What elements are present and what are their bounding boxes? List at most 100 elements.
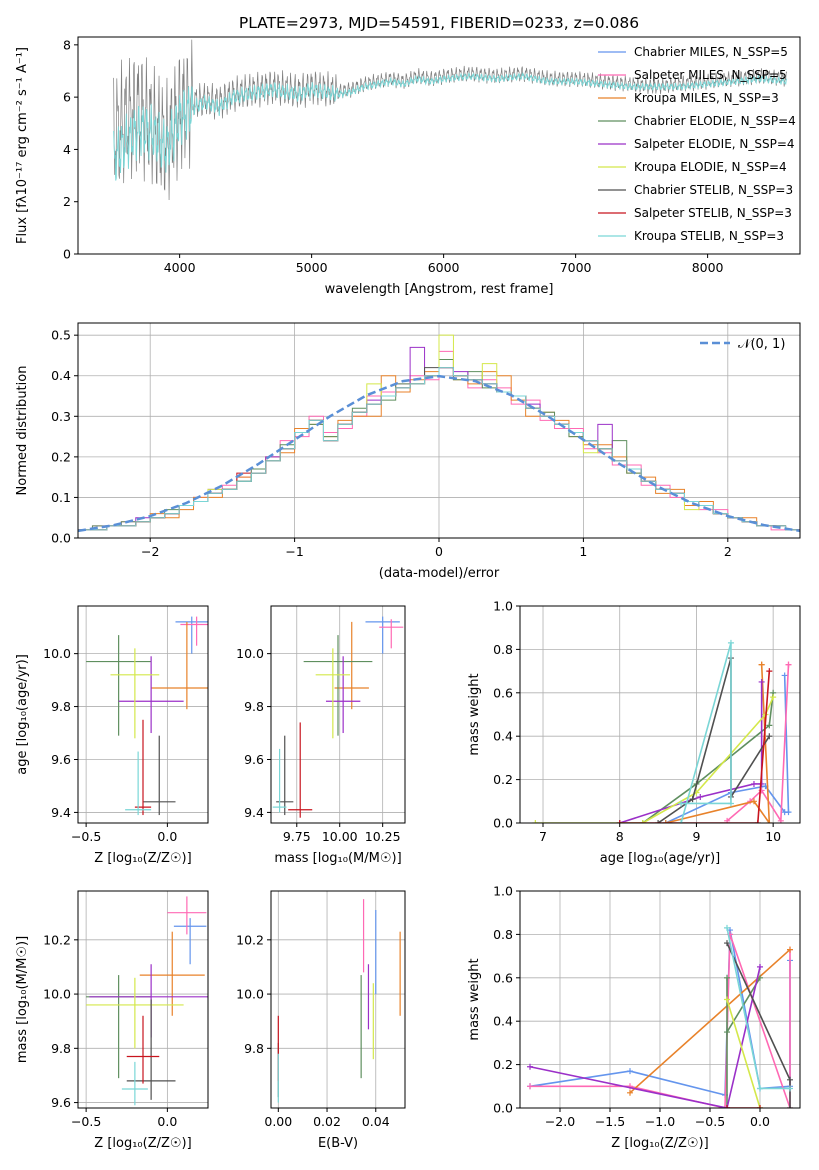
weight-marker — [532, 820, 539, 823]
x-tick-label: 0.0 — [157, 1114, 177, 1129]
x-tick-label: 10.00 — [322, 829, 358, 844]
y-tick-label: 0.4 — [493, 1014, 513, 1029]
weight-marker — [785, 661, 792, 668]
y-tick-label: 9.6 — [244, 752, 264, 767]
y-tick-label: 9.8 — [51, 1041, 71, 1056]
panel-4: 7 8 9 10 0.0 0.2 0.4 0.6 0.8 1.0 age [log₁₀(age/yr… — [467, 599, 801, 866]
y-axis-label: Flux [fλ10⁻¹⁷ erg cm⁻² s⁻¹ A⁻¹] — [15, 47, 30, 244]
weight-marker — [766, 668, 773, 675]
y-axis-label: mass weight — [467, 958, 482, 1040]
weight-marker — [689, 796, 696, 803]
x-tick-label: 0.0 — [750, 1114, 770, 1129]
x-tick-label: 1 — [579, 544, 587, 559]
weight-series — [680, 642, 732, 823]
y-tick-label: 0.2 — [51, 449, 71, 464]
x-tick-label: 10 — [765, 829, 781, 844]
weight-marker — [757, 963, 763, 970]
x-tick-label: 9 — [692, 829, 700, 844]
y-tick-label: 0.0 — [493, 1101, 513, 1116]
x-tick-label: 6000 — [428, 260, 460, 275]
chart-title: PLATE=2973, MJD=54591, FIBERID=0233, z=0… — [239, 14, 639, 32]
y-tick-label: 0.8 — [493, 642, 513, 657]
y-tick-label: 10.0 — [43, 646, 71, 661]
y-tick-label: 8 — [63, 37, 71, 52]
weight-marker — [724, 996, 730, 1003]
x-axis-label: age [log₁₀(age/yr)] — [600, 851, 721, 866]
weight-marker — [727, 639, 734, 646]
weight-marker — [639, 820, 646, 823]
panel-7: −2.0 −1.5 −1.0 −0.5 0.0 0.0 0.2 0.4 0.6 0.8 1.0 Z [… — [467, 884, 801, 1151]
weight-marker — [724, 974, 730, 981]
x-tick-label: 0.0 — [157, 829, 177, 844]
weight-marker — [727, 800, 734, 807]
y-tick-label: 9.4 — [244, 805, 264, 820]
y-tick-label: 0.0 — [51, 531, 71, 546]
x-tick-label: 0.00 — [264, 1114, 292, 1129]
y-tick-label: 0.6 — [493, 970, 513, 985]
y-tick-label: 0.3 — [51, 409, 71, 424]
spectrum-series — [113, 71, 788, 181]
panel-5: −0.5 0.0 9.6 9.8 10.0 10.2 Z [log₁₀(Z/Z☉)] mass… — [15, 890, 209, 1151]
y-tick-label: 9.6 — [51, 752, 71, 767]
weight-series — [665, 675, 790, 823]
axes-frame — [77, 605, 209, 824]
errorbars — [86, 896, 208, 1106]
x-tick-label: 0 — [435, 544, 443, 559]
legend-label: Kroupa MILES, N_SSP=3 — [634, 91, 779, 105]
weight-lines — [532, 639, 792, 823]
axes-frame — [77, 36, 801, 255]
y-tick-label: 0 — [63, 247, 71, 262]
legend-label: Salpeter MILES, N_SSP=5 — [634, 68, 787, 82]
x-tick-label: −1 — [285, 544, 303, 559]
x-tick-label: −1.5 — [595, 1114, 625, 1129]
hist-series — [78, 367, 800, 538]
x-axis-label: Z [log₁₀(Z/Z☉)] — [94, 1136, 191, 1151]
y-axis-label: mass weight — [467, 673, 482, 755]
x-tick-label: −1.0 — [645, 1114, 675, 1129]
x-axis-label: E(B-V) — [318, 1136, 358, 1151]
y-tick-label: 0.2 — [493, 772, 513, 787]
axes-frame — [270, 890, 406, 1109]
weight-series — [619, 671, 771, 823]
weight-marker — [785, 809, 792, 816]
axes-frame — [77, 322, 801, 539]
y-tick-label: 1.0 — [493, 884, 513, 899]
weight-marker — [527, 1063, 533, 1070]
weight-series — [726, 664, 790, 823]
y-tick-label: 0.0 — [493, 816, 513, 831]
weight-marker — [722, 1105, 728, 1108]
weight-marker — [757, 1105, 763, 1108]
legend-label: Kroupa ELODIE, N_SSP=4 — [634, 160, 787, 174]
weight-marker — [627, 1068, 633, 1075]
weight-series — [535, 696, 774, 823]
legend-label: Chabrier ELODIE, N_SSP=4 — [634, 114, 796, 128]
weight-marker — [678, 800, 685, 807]
weight-marker — [787, 1085, 793, 1092]
y-tick-label: 0.2 — [493, 1057, 513, 1072]
x-tick-label: 0.04 — [362, 1114, 390, 1129]
weight-marker — [750, 798, 757, 805]
weight-marker — [754, 820, 761, 823]
weight-marker — [724, 940, 730, 947]
hist-steps — [78, 334, 800, 538]
axes-frame — [77, 890, 209, 1109]
weight-marker — [724, 1029, 730, 1036]
weight-marker — [662, 820, 669, 823]
y-axis-label: age [log₁₀(age/yr)] — [15, 654, 30, 775]
weight-series — [665, 664, 771, 823]
errorbars — [86, 616, 208, 816]
y-tick-label: 4 — [63, 142, 71, 157]
weight-marker — [697, 793, 704, 800]
weight-marker — [724, 924, 730, 931]
weight-marker — [724, 1105, 730, 1108]
y-tick-label: 9.8 — [244, 1041, 264, 1056]
y-tick-label: 10.0 — [43, 987, 71, 1002]
weight-marker — [655, 820, 662, 823]
weight-series — [726, 999, 761, 1108]
panel-0: 4000 5000 6000 7000 8000 0 2 4 6 8 wavelength [Ang… — [15, 14, 801, 297]
y-tick-label: 1.0 — [493, 599, 513, 614]
y-tick-label: 0.1 — [51, 490, 71, 505]
weight-series — [629, 948, 791, 1094]
y-tick-label: 0.8 — [493, 927, 513, 942]
x-tick-label: 8 — [616, 829, 624, 844]
